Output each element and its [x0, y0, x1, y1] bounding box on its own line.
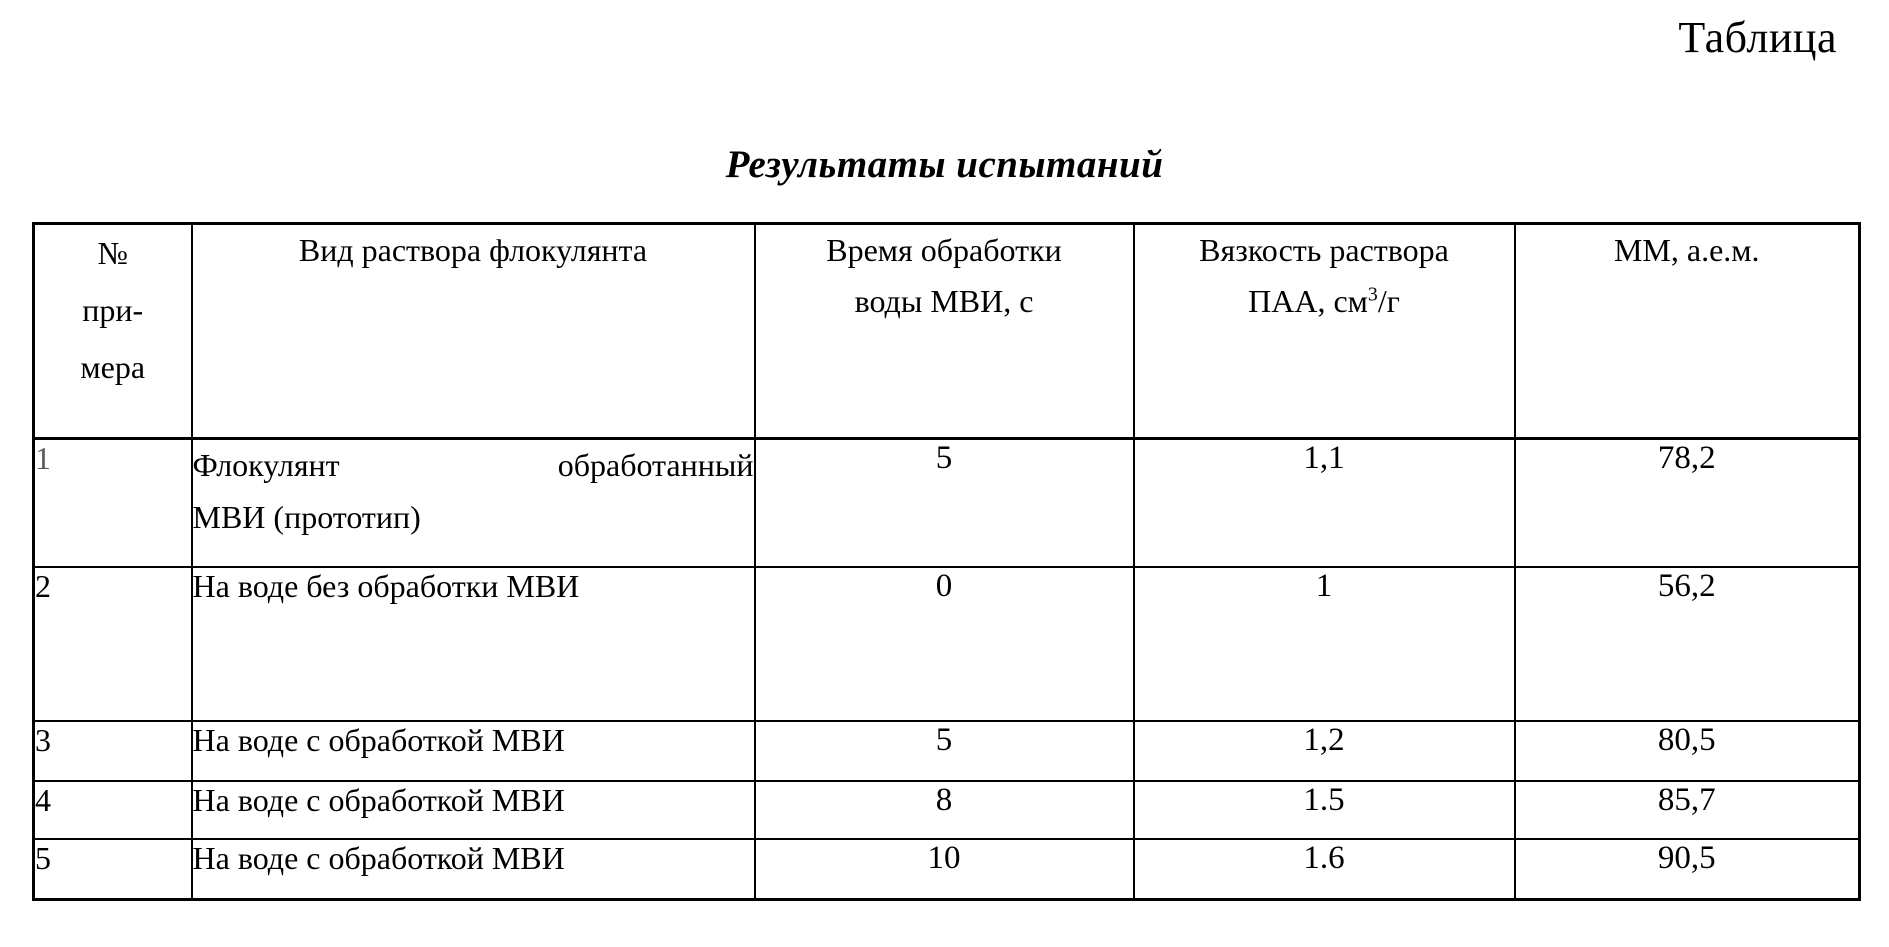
table-row: 4 На воде с обработкой МВИ 8 1.5 85,7: [32, 780, 1861, 840]
column-header-solution-type: Вид раствора флокулянта: [190, 222, 756, 440]
cell-molecular-mass: 90,5: [1513, 838, 1861, 901]
table-row: 2 На воде без обработки МВИ 0 1 56,2: [32, 566, 1861, 722]
cell-treatment-time: 5: [753, 437, 1135, 568]
header-line-mera: мера: [80, 348, 146, 385]
column-header-viscosity: Вязкость раствора ПАА, см3/г: [1132, 222, 1516, 440]
cell-viscosity: 1: [1132, 566, 1516, 722]
cell-treatment-time: 8: [753, 780, 1135, 840]
column-header-molecular-mass: ММ, а.е.м.: [1513, 222, 1861, 440]
cell-example-number: 5: [32, 838, 193, 901]
cell-example-number: 3: [32, 720, 193, 782]
cell-example-number: 1: [32, 437, 193, 568]
solution-word-2: обработанный: [557, 447, 754, 483]
cell-solution-type: На воде без обработки МВИ: [190, 566, 756, 722]
results-table-container: № при- мера Вид раствора флокулянта Врем…: [32, 222, 1861, 901]
viscosity-unit-before: ПАА, см: [1248, 283, 1368, 320]
header-line-no: №: [97, 235, 129, 271]
solution-line-2: МВИ (прототип): [192, 498, 421, 535]
solution-word-1: Флокулянт: [192, 447, 340, 483]
cell-molecular-mass: 56,2: [1513, 566, 1861, 722]
cell-solution-type: На воде с обработкой МВИ: [190, 780, 756, 840]
results-table: № при- мера Вид раствора флокулянта Врем…: [32, 222, 1861, 901]
cell-viscosity: 1,2: [1132, 720, 1516, 782]
cell-treatment-time: 10: [753, 838, 1135, 901]
cell-solution-type: На воде с обработкой МВИ: [190, 838, 756, 901]
cell-molecular-mass: 78,2: [1513, 437, 1861, 568]
cell-solution-type: Флокулянт обработанный МВИ (прототип): [190, 437, 756, 568]
cell-example-number: 4: [32, 780, 193, 840]
header-line-time-1: Время обработки: [826, 232, 1062, 268]
cell-treatment-time: 5: [753, 720, 1135, 782]
viscosity-unit-after: /г: [1377, 283, 1400, 320]
header-line-viscosity-2: ПАА, см3/г: [1135, 276, 1514, 327]
header-line-solution: Вид раствора флокулянта: [298, 232, 648, 268]
cell-molecular-mass: 85,7: [1513, 780, 1861, 840]
cell-viscosity: 1.6: [1132, 838, 1516, 901]
page-title: Таблица: [1678, 13, 1837, 62]
header-line-mm: ММ, а.е.м.: [1613, 232, 1760, 268]
cell-treatment-time: 0: [753, 566, 1135, 722]
cell-molecular-mass: 80,5: [1513, 720, 1861, 782]
column-header-treatment-time: Время обработки воды МВИ, с: [753, 222, 1135, 440]
cell-viscosity: 1.5: [1132, 780, 1516, 840]
cell-viscosity: 1,1: [1132, 437, 1516, 568]
table-row: 5 На воде с обработкой МВИ 10 1.6 90,5: [32, 838, 1861, 901]
superscript-three: 3: [1367, 283, 1378, 306]
cell-example-number: 2: [32, 566, 193, 722]
header-line-viscosity-1: Вязкость раствора: [1199, 232, 1449, 268]
table-caption: Результаты испытаний: [725, 143, 1164, 186]
table-row: 1 Флокулянт обработанный МВИ (прототип) …: [32, 437, 1861, 568]
column-header-example-number: № при- мера: [32, 222, 193, 440]
table-row: 3 На воде с обработкой МВИ 5 1,2 80,5: [32, 720, 1861, 782]
cell-solution-type: На воде с обработкой МВИ: [190, 720, 756, 782]
header-line-time-2: воды МВИ, с: [854, 283, 1034, 320]
header-line-pri: при-: [82, 291, 144, 328]
table-header-row: № при- мера Вид раствора флокулянта Врем…: [32, 222, 1861, 440]
